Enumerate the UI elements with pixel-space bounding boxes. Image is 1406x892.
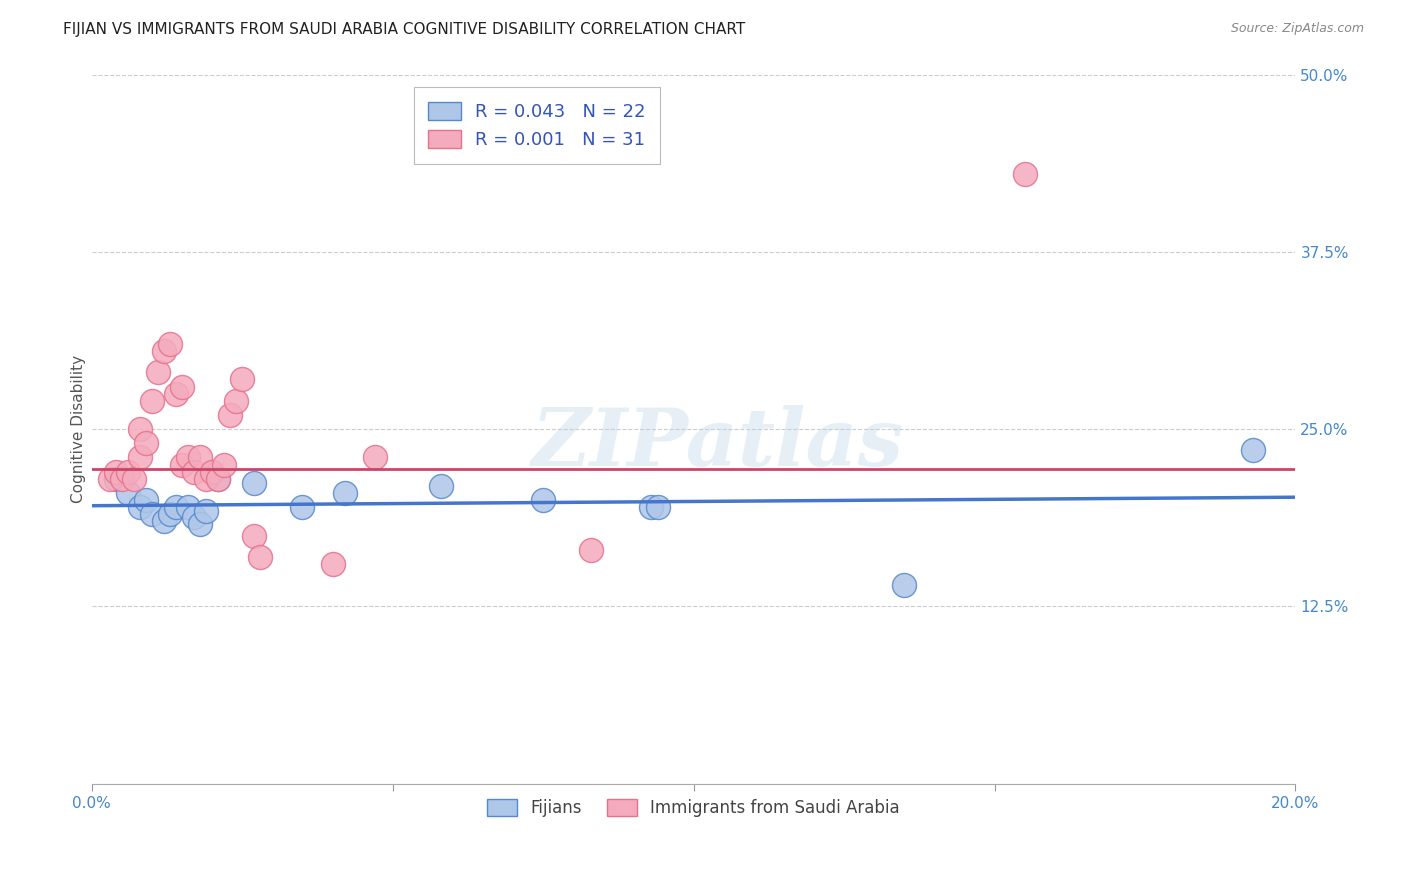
Point bbox=[177, 450, 200, 465]
Point bbox=[104, 465, 127, 479]
Point bbox=[104, 472, 127, 486]
Point bbox=[153, 514, 176, 528]
Point bbox=[117, 465, 139, 479]
Point bbox=[531, 493, 554, 508]
Point bbox=[159, 337, 181, 351]
Point bbox=[129, 422, 152, 436]
Text: FIJIAN VS IMMIGRANTS FROM SAUDI ARABIA COGNITIVE DISABILITY CORRELATION CHART: FIJIAN VS IMMIGRANTS FROM SAUDI ARABIA C… bbox=[63, 22, 745, 37]
Point bbox=[135, 436, 157, 450]
Point bbox=[1241, 443, 1264, 458]
Point bbox=[188, 450, 211, 465]
Point bbox=[159, 507, 181, 521]
Point bbox=[243, 528, 266, 542]
Point bbox=[581, 542, 603, 557]
Point bbox=[188, 517, 211, 532]
Point bbox=[201, 465, 224, 479]
Point bbox=[141, 393, 163, 408]
Point bbox=[129, 450, 152, 465]
Text: ZIPatlas: ZIPatlas bbox=[531, 405, 904, 482]
Point bbox=[170, 458, 193, 472]
Point bbox=[165, 500, 187, 515]
Point bbox=[219, 408, 242, 422]
Point bbox=[333, 486, 356, 500]
Point bbox=[647, 500, 669, 515]
Point bbox=[117, 486, 139, 500]
Point bbox=[146, 365, 169, 379]
Point bbox=[98, 472, 121, 486]
Point bbox=[135, 493, 157, 508]
Point bbox=[129, 500, 152, 515]
Point bbox=[177, 500, 200, 515]
Point bbox=[1014, 167, 1036, 181]
Text: Source: ZipAtlas.com: Source: ZipAtlas.com bbox=[1230, 22, 1364, 36]
Point bbox=[195, 504, 218, 518]
Point bbox=[212, 458, 235, 472]
Point bbox=[322, 557, 344, 571]
Point bbox=[430, 479, 453, 493]
Point bbox=[165, 386, 187, 401]
Point bbox=[170, 379, 193, 393]
Legend: Fijians, Immigrants from Saudi Arabia: Fijians, Immigrants from Saudi Arabia bbox=[479, 790, 908, 825]
Point bbox=[141, 507, 163, 521]
Point bbox=[195, 472, 218, 486]
Point bbox=[225, 393, 247, 408]
Point bbox=[363, 450, 385, 465]
Point bbox=[893, 578, 915, 592]
Point bbox=[291, 500, 314, 515]
Point bbox=[249, 549, 271, 564]
Point bbox=[183, 510, 205, 524]
Point bbox=[640, 500, 662, 515]
Y-axis label: Cognitive Disability: Cognitive Disability bbox=[72, 355, 86, 503]
Point bbox=[122, 472, 145, 486]
Point bbox=[207, 472, 229, 486]
Point bbox=[111, 472, 134, 486]
Point bbox=[183, 465, 205, 479]
Point bbox=[243, 476, 266, 491]
Point bbox=[207, 472, 229, 486]
Point bbox=[153, 344, 176, 359]
Point bbox=[231, 372, 253, 386]
